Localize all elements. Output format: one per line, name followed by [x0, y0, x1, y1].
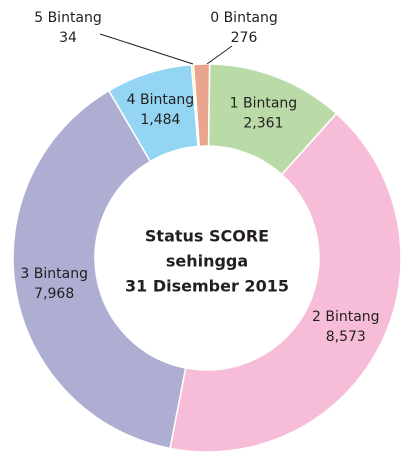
- donut-slice: [169, 112, 402, 453]
- slice-label: 3 Bintang: [20, 266, 88, 282]
- slice-label: 1 Bintang: [230, 96, 298, 112]
- value-label: 276: [231, 30, 258, 46]
- leader-line: [99, 33, 194, 65]
- value-label: 1,484: [140, 112, 180, 128]
- chart-title: 31 Disember 2015: [125, 277, 289, 296]
- value-label: 34: [59, 30, 77, 46]
- slice-label: 2 Bintang: [312, 309, 380, 325]
- value-label: 7,968: [34, 286, 74, 302]
- donut-slice: [190, 63, 200, 148]
- donut-slice: [12, 89, 187, 450]
- value-label: 2,361: [243, 116, 283, 132]
- chart-title: sehingga: [166, 252, 248, 271]
- slice-label: 0 Bintang: [210, 10, 278, 26]
- leader-line: [206, 45, 233, 65]
- slice-label: 5 Bintang: [34, 10, 102, 26]
- chart-title: Status SCORE: [145, 227, 269, 246]
- value-label: 8,573: [326, 329, 366, 345]
- slice-label: 4 Bintang: [127, 92, 195, 108]
